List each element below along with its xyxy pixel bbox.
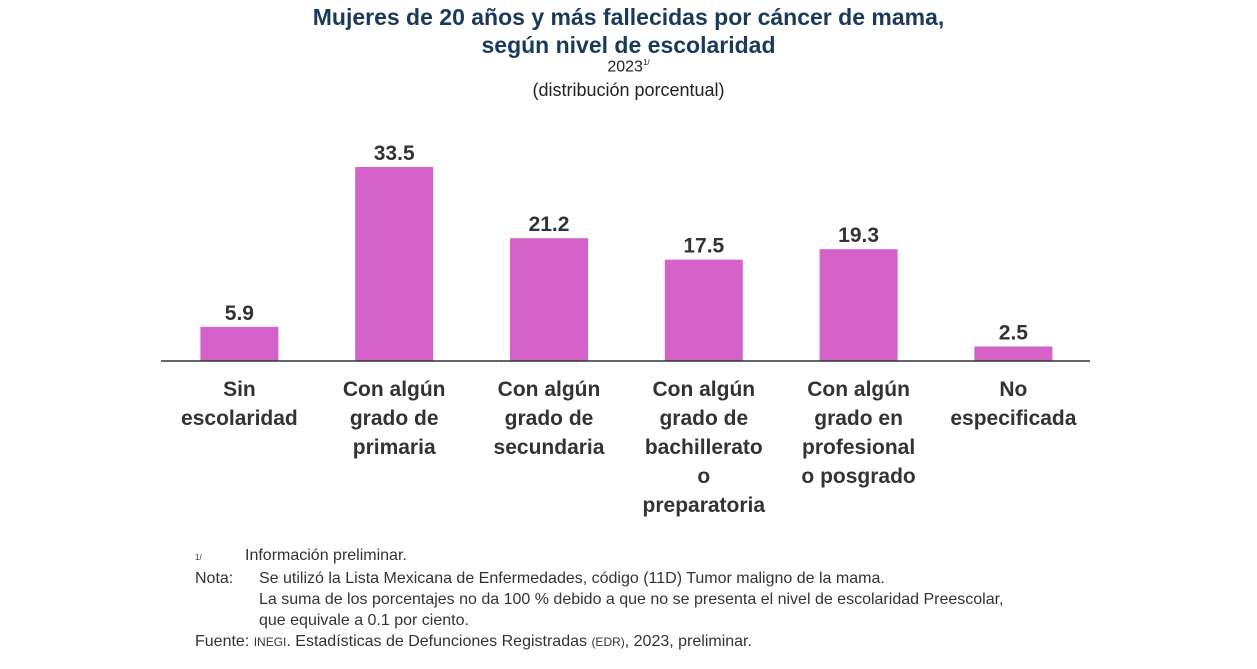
data-label: 19.3 [838, 224, 879, 247]
data-label: 5.9 [225, 302, 254, 325]
bar [974, 346, 1053, 361]
bar [664, 259, 743, 361]
data-label: 33.5 [374, 142, 415, 165]
source-org: INEGI [253, 635, 287, 649]
category-label: especificada [950, 407, 1076, 430]
category-label: o [697, 465, 710, 488]
category-label: No [999, 378, 1027, 401]
category-label: Con algún [343, 378, 446, 401]
category-label: grado en [814, 407, 903, 430]
data-label: 21.2 [529, 213, 570, 236]
category-label: Con algún [652, 378, 755, 401]
source: Fuente: INEGI. Estadísticas de Defuncion… [195, 631, 1004, 653]
nota-label: Nota: [195, 570, 234, 587]
chart-subtitle: (distribución porcentual) [532, 80, 725, 100]
category-label: secundaria [494, 436, 605, 459]
title-line-1: Mujeres de 20 años y más fallecidas por … [312, 4, 945, 30]
source-label: Fuente: [195, 633, 250, 650]
category-label: grado de [350, 407, 439, 430]
nota-line-1: Se utilizó la Lista Mexicana de Enfermed… [259, 570, 885, 587]
category-label: o posgrado [801, 465, 915, 488]
data-label: 17.5 [683, 235, 724, 258]
title-line-2: según nivel de escolaridad [481, 32, 776, 58]
category-label: Sin [223, 378, 256, 401]
preliminary-note: Información preliminar. [245, 547, 407, 564]
category-label: primaria [353, 436, 436, 459]
year-text: 2023 [607, 58, 643, 76]
nota-line-3: que equivale a 0.1 por ciento. [259, 612, 469, 629]
category-label: Con algún [807, 378, 910, 401]
data-label: 2.5 [999, 322, 1029, 345]
bar [200, 326, 279, 361]
category-label: bachillerato [645, 436, 763, 459]
chart-year: 20231/ [0, 58, 1257, 76]
category-label: profesional [802, 436, 915, 459]
bar [355, 167, 434, 361]
source-abbr: (EDR) [591, 635, 625, 649]
category-label: grado de [505, 407, 594, 430]
chart-title: Mujeres de 20 años y más fallecidas por … [0, 3, 1257, 59]
bar [510, 238, 588, 361]
year-footnote-mark: 1/ [642, 58, 650, 67]
category-label: escolaridad [181, 407, 298, 430]
footnotes: 1/Información preliminar. Nota: Se utiliz… [195, 545, 1004, 653]
source-text: . Estadísticas de Defunciones Registrada… [286, 633, 592, 650]
category-label: preparatoria [643, 494, 766, 517]
bar [819, 249, 898, 361]
source-end: , 2023, preliminar. [624, 633, 752, 650]
category-label: Con algún [498, 378, 601, 401]
category-label: grado de [659, 407, 748, 430]
bar-chart: 5.9 Sin escolaridad 33.5 Con algún grado de pr… [161, 142, 1090, 517]
footnote-mark: 1/ [195, 553, 202, 562]
nota-line-2: La suma de los porcentajes no da 100 % d… [259, 591, 1004, 608]
